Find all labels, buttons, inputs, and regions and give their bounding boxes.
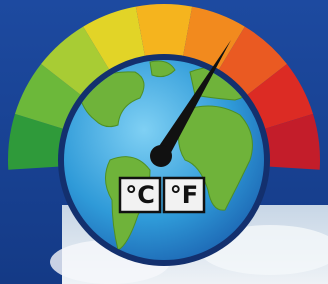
celsius-label: °C <box>125 181 155 209</box>
page: °C °F (() => { const data = JSON.parse(d… <box>0 0 328 284</box>
illustration: °C °F <box>0 0 328 284</box>
fahrenheit-label: °F <box>170 181 198 209</box>
needle-hub <box>150 145 172 167</box>
